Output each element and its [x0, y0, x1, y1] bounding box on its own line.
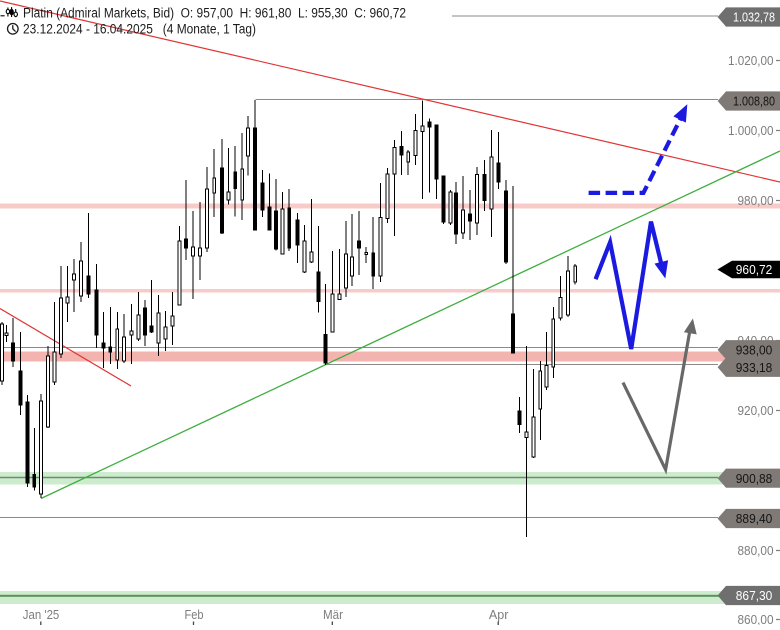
svg-text:1.032,78: 1.032,78: [733, 10, 775, 25]
svg-text:980,00: 980,00: [738, 193, 774, 208]
svg-text:933,18: 933,18: [736, 360, 773, 375]
svg-text:960,72: 960,72: [736, 262, 773, 277]
svg-text:Platin (Admiral Markets, Bid): Platin (Admiral Markets, Bid) O: 957,00 …: [23, 5, 406, 20]
svg-text:Jan '25: Jan '25: [23, 608, 60, 622]
svg-text:Mär: Mär: [323, 608, 343, 622]
svg-text:23.12.2024 - 16.04.2025 (4 M: 23.12.2024 - 16.04.2025 (4 Monate, 1 Tag…: [23, 22, 256, 37]
svg-text:900,88: 900,88: [736, 471, 773, 486]
svg-text:880,00: 880,00: [738, 543, 774, 558]
svg-text:Apr: Apr: [489, 608, 509, 622]
svg-text:1.000,00: 1.000,00: [728, 123, 774, 138]
svg-text:1.008,80: 1.008,80: [733, 94, 775, 109]
svg-text:889,40: 889,40: [736, 511, 773, 526]
svg-text:938,00: 938,00: [736, 342, 773, 357]
svg-text:Feb: Feb: [185, 608, 204, 622]
svg-text:1.020,00: 1.020,00: [728, 53, 774, 68]
svg-text:867,30: 867,30: [736, 588, 773, 603]
svg-text:860,00: 860,00: [738, 612, 774, 625]
svg-text:920,00: 920,00: [738, 403, 774, 418]
